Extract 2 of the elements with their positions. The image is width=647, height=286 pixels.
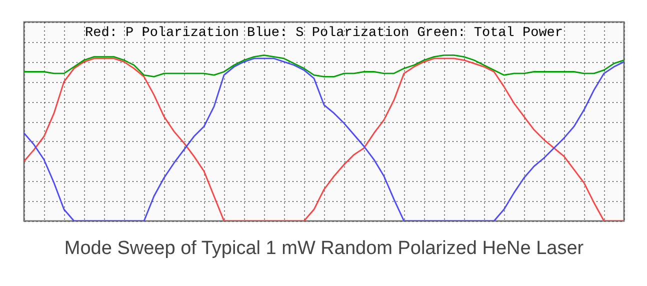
text: Red: P Polarization Blue: S Polarization Green: Total Power xyxy=(85,26,563,41)
text: Mode Sweep of Typical 1 mW Random Polarized HeNe Laser xyxy=(64,238,584,259)
